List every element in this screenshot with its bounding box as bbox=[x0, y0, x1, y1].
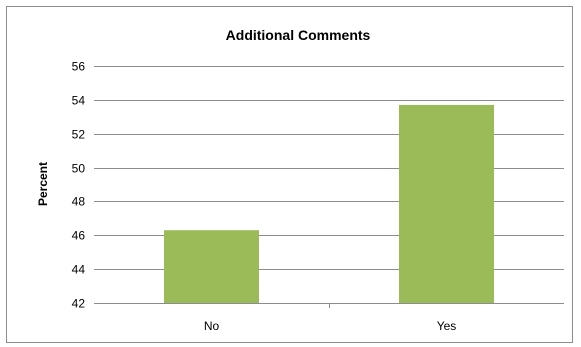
y-tick-label: 56 bbox=[72, 60, 86, 74]
chart-title: Additional Comments bbox=[226, 27, 371, 43]
bar-yes bbox=[399, 104, 494, 303]
x-tick-label: Yes bbox=[437, 319, 457, 333]
y-tick-label: 50 bbox=[72, 162, 86, 176]
y-tick-label: 48 bbox=[72, 195, 86, 209]
y-tick-label: 46 bbox=[72, 229, 86, 243]
bars bbox=[164, 104, 494, 303]
x-tick-labels: No Yes bbox=[204, 303, 456, 333]
x-tick-label: No bbox=[204, 319, 220, 333]
bar-no bbox=[164, 230, 259, 303]
y-tick-labels: 42 44 46 48 50 52 54 56 bbox=[72, 60, 86, 311]
y-tick-label: 54 bbox=[72, 94, 86, 108]
y-axis-label: Percent bbox=[36, 162, 50, 206]
y-tick-label: 52 bbox=[72, 128, 86, 142]
y-tick-label: 42 bbox=[72, 297, 86, 311]
y-tick-label: 44 bbox=[72, 263, 86, 277]
